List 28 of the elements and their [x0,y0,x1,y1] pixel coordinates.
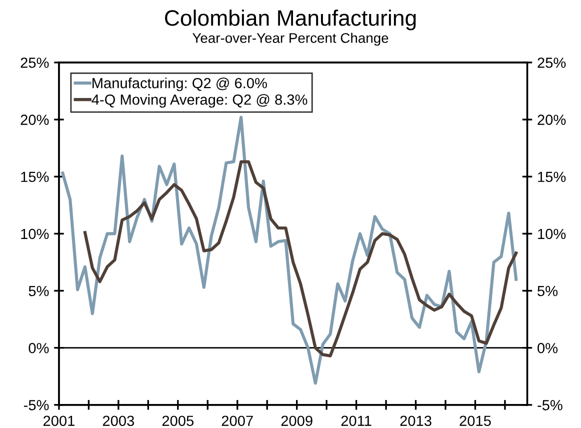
chart-subtitle: Year-over-Year Percent Change [192,32,388,46]
x-tick-label: 2007 [222,416,253,426]
line-series [83,160,518,358]
y-tick-label: -5% [24,400,49,410]
x-tick-label: 2015 [460,416,491,426]
y-tick-label: 0% [28,342,49,354]
line-series [61,116,518,385]
y-tick-label: 15% [21,172,49,182]
y2-tick-label: 25% [538,58,566,68]
y2-tick-label: 15% [538,172,566,182]
x-tick-label: 2009 [281,416,312,426]
y-tick-label: 20% [20,114,49,125]
y2-tick-label: -5% [538,400,562,410]
x-tick-label: 2011 [341,416,372,426]
x-tick-label: 2013 [400,416,432,426]
x-tick-label: 2003 [102,416,134,426]
y2-tick-label: 5% [538,286,558,296]
y-tick-label: 10% [21,228,49,240]
y2-tick-label: 0% [538,342,558,354]
y-tick-label: 25% [20,58,49,68]
y2-tick-label: 20% [538,114,566,125]
y-tick-label: 5% [28,286,49,296]
legend-label: Manufacturing: Q2 @ 6.0% [92,78,267,92]
chart-title: Colombian Manufacturing [165,10,416,30]
x-tick-label: 2001 [43,416,74,426]
x-tick-label: 2005 [162,416,194,426]
y2-tick-label: 10% [538,228,566,240]
legend-label: 4-Q Moving Average: Q2 @ 8.3% [92,94,308,108]
